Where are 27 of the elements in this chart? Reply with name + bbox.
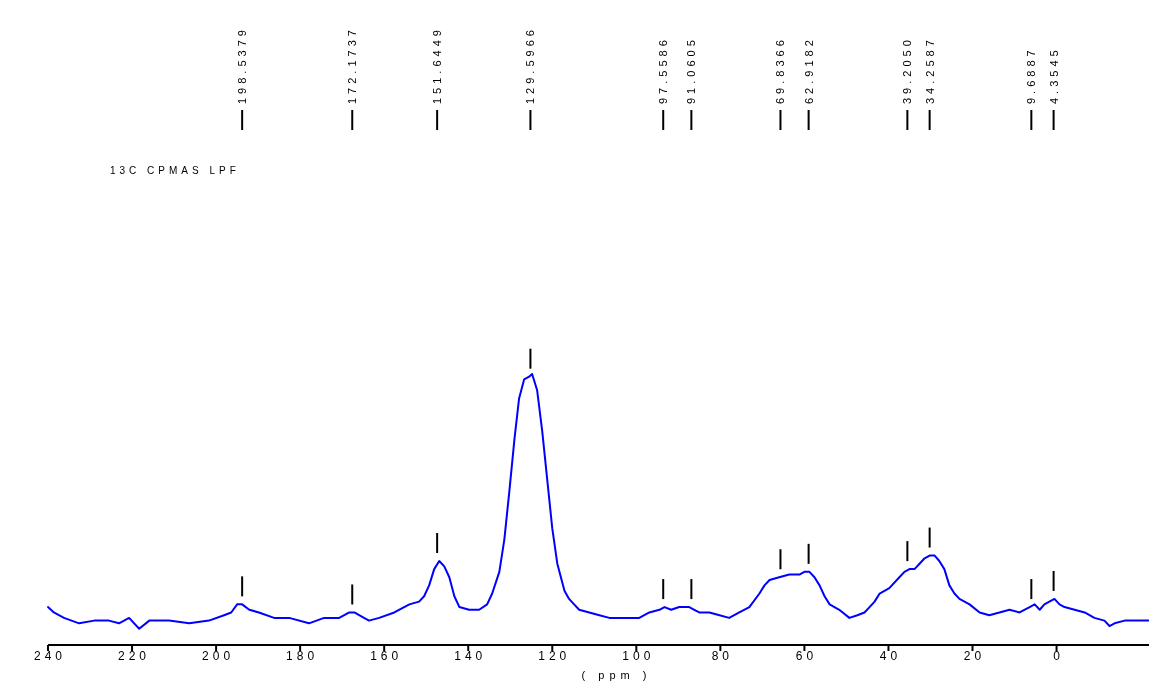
x-tick-label: 240 — [33, 649, 67, 663]
x-tick-label: 80 — [711, 649, 734, 663]
x-tick-label: 60 — [795, 649, 818, 663]
x-tick-label: 120 — [538, 649, 571, 663]
annotation: 198.5379 — [236, 26, 249, 104]
x-tick-label: 20 — [963, 649, 986, 663]
annotation: 69.8366 — [774, 36, 787, 104]
chart-title: 13C CPMAS LPF — [110, 165, 240, 176]
annotation: 34.2587 — [923, 36, 936, 104]
annotation: 91.0605 — [685, 36, 698, 104]
x-tick-label: 180 — [286, 649, 319, 663]
annotation: 129.5966 — [524, 26, 537, 104]
x-tick-label: 100 — [622, 649, 655, 663]
x-tick-label: 0 — [1053, 649, 1064, 663]
annotation: 97.5586 — [657, 36, 670, 104]
x-tick-label: 140 — [454, 649, 487, 663]
annotation: 62.9182 — [802, 36, 815, 104]
x-tick-label: 160 — [370, 649, 403, 663]
x-axis-title: ( ppm ) — [581, 669, 652, 681]
annotation: 172.1737 — [346, 26, 359, 104]
annotation: 151.6449 — [431, 26, 444, 104]
x-tick-label: 200 — [202, 649, 235, 663]
annotation: 9.6887 — [1025, 46, 1038, 104]
annotation: 39.2050 — [901, 36, 914, 104]
annotation: 4.3545 — [1047, 46, 1060, 104]
x-tick-label: 40 — [879, 649, 902, 663]
x-tick-label: 220 — [118, 649, 151, 663]
